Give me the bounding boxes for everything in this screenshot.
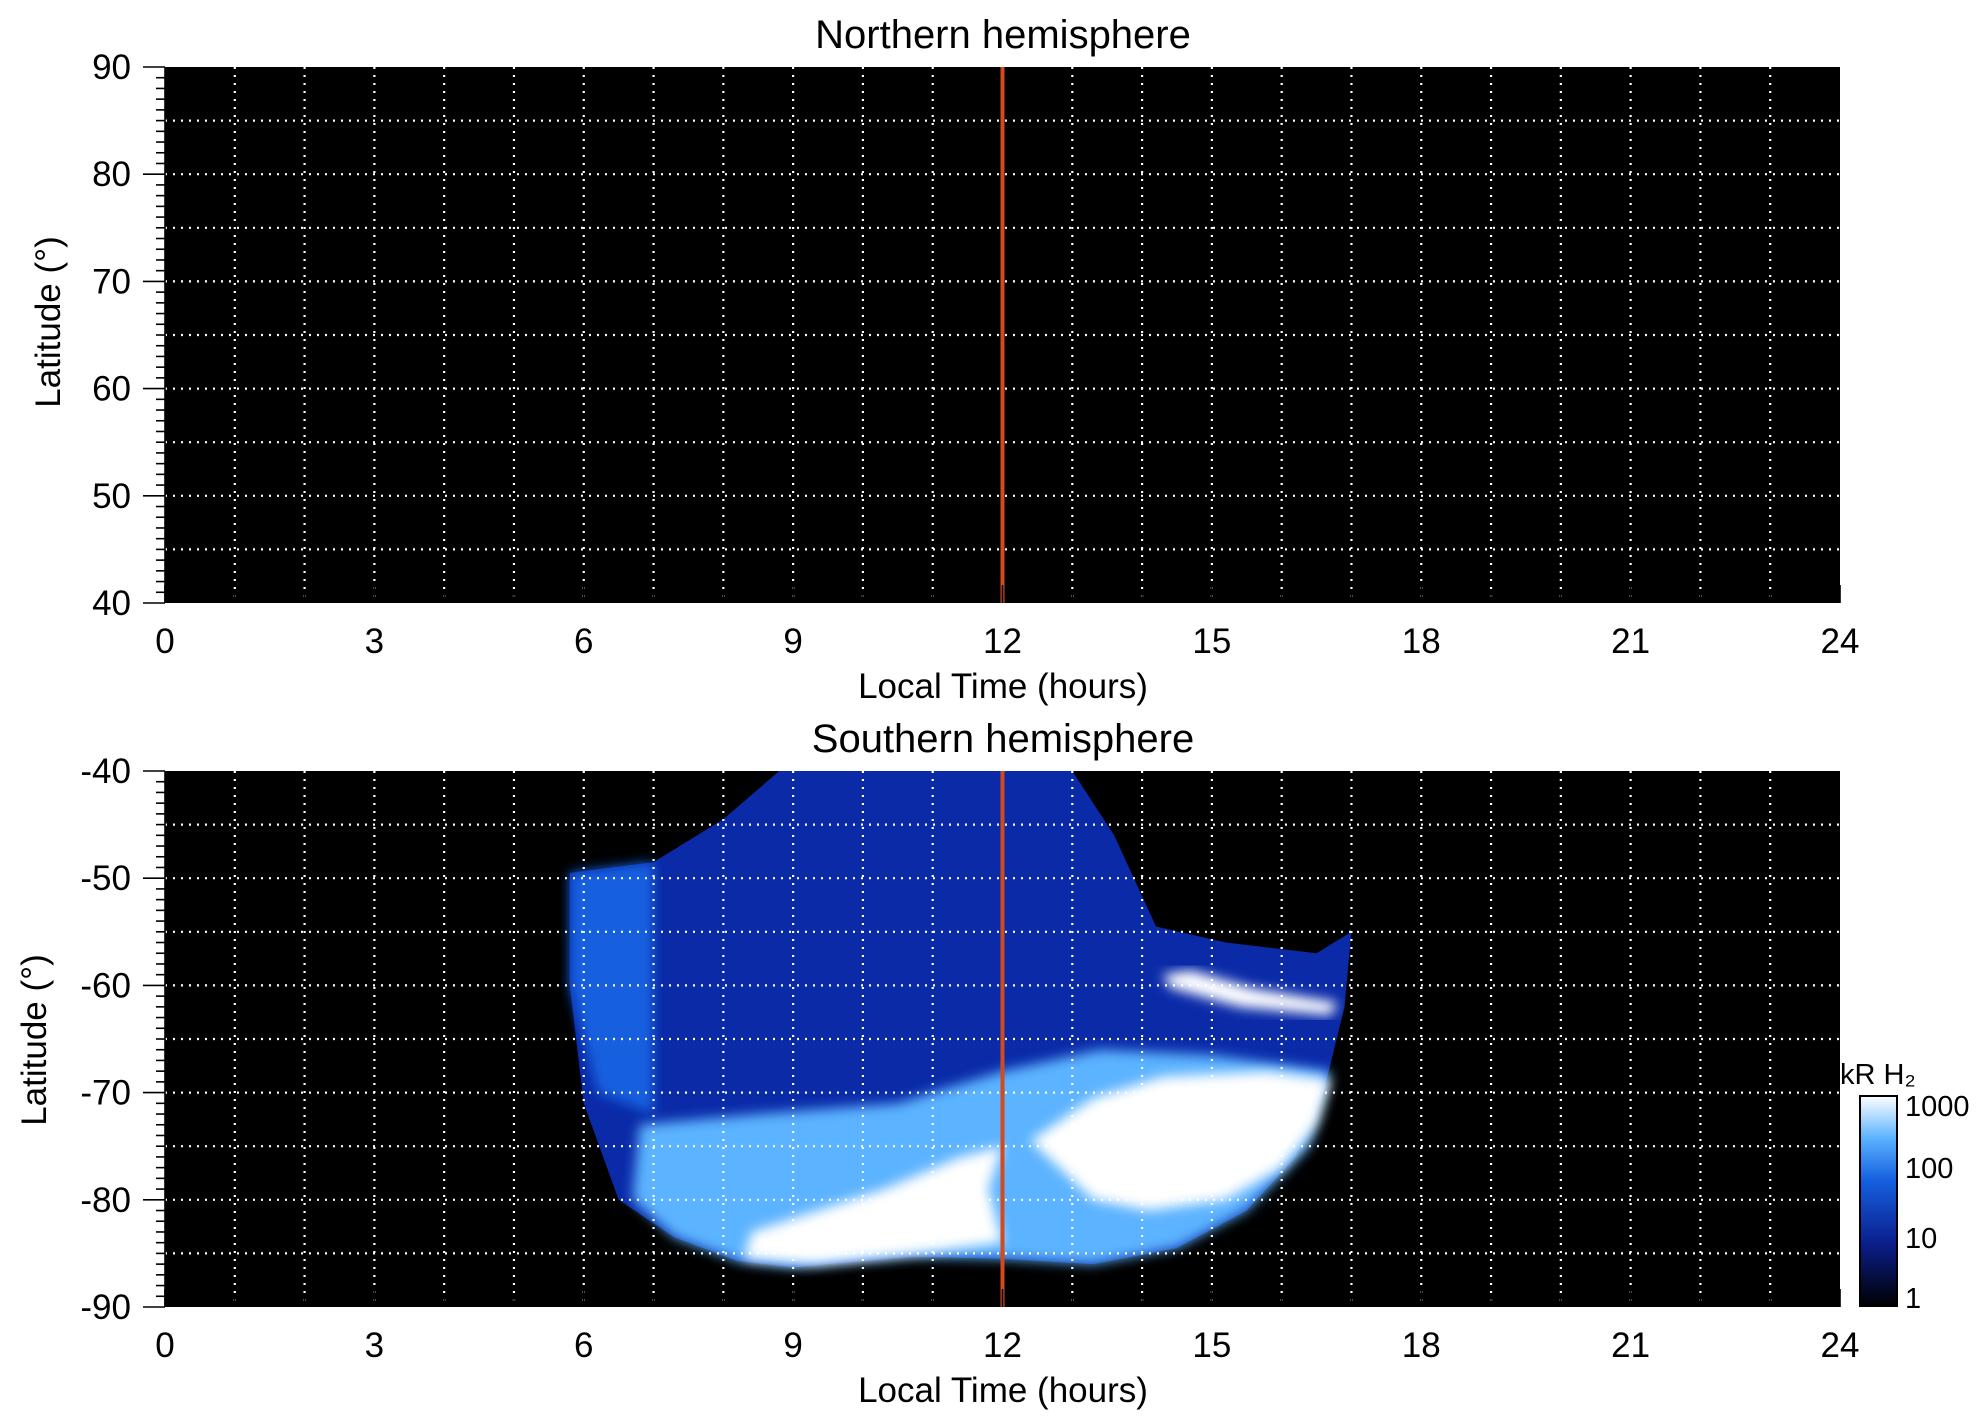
y-tick-label: -60 xyxy=(80,966,131,1005)
colorbar-gradient xyxy=(1859,1095,1898,1307)
x-tick-label: 12 xyxy=(983,622,1022,661)
x-tick-label: 21 xyxy=(1611,622,1650,661)
south-grid xyxy=(165,771,1840,1307)
colorbar-tick-label: 10 xyxy=(1905,1223,1937,1255)
x-tick-label: 24 xyxy=(1821,1326,1860,1365)
y-tick-label: 70 xyxy=(92,262,131,301)
y-tick-label: 50 xyxy=(92,477,131,516)
south-aurora-emission xyxy=(569,771,1352,1268)
y-tick-label: -50 xyxy=(80,859,131,898)
x-tick-label: 24 xyxy=(1821,622,1860,661)
y-tick-label: -70 xyxy=(80,1074,131,1113)
x-tick-label: 12 xyxy=(983,1326,1022,1365)
north-panel: Northern hemisphere 40 50 60 70 80 90 0 3 6 9 12 1… xyxy=(29,13,1859,706)
x-tick-label: 18 xyxy=(1402,1326,1441,1365)
x-tick-label: 0 xyxy=(155,622,174,661)
north-title: Northern hemisphere xyxy=(815,13,1191,57)
x-tick-label: 0 xyxy=(155,1326,174,1365)
y-tick-label: 90 xyxy=(92,48,131,87)
y-tick-label: 40 xyxy=(92,584,131,623)
y-tick-label: -80 xyxy=(80,1181,131,1220)
south-x-ticks: 0 3 6 9 12 15 18 21 24 xyxy=(155,1289,1859,1365)
north-y-ticks: 40 50 60 70 80 90 xyxy=(92,48,166,623)
x-tick-label: 6 xyxy=(574,1326,593,1365)
x-tick-label: 3 xyxy=(365,622,384,661)
x-tick-label: 9 xyxy=(783,1326,802,1365)
colorbar-tick-label: 1 xyxy=(1905,1283,1921,1315)
y-tick-label: 60 xyxy=(92,370,131,409)
y-tick-label: 80 xyxy=(92,155,131,194)
y-tick-label: -40 xyxy=(80,752,131,791)
x-tick-label: 3 xyxy=(365,1326,384,1365)
x-tick-label: 15 xyxy=(1192,1326,1231,1365)
north-grid xyxy=(165,67,1840,603)
south-title: Southern hemisphere xyxy=(812,717,1194,761)
x-tick-label: 18 xyxy=(1402,622,1441,661)
north-y-label: Latitude (°) xyxy=(29,236,68,408)
emission-region-3 xyxy=(1163,970,1338,1016)
south-x-label: Local Time (hours) xyxy=(858,1371,1148,1410)
x-tick-label: 6 xyxy=(574,622,593,661)
south-y-label: Latitude (°) xyxy=(15,954,54,1126)
north-x-ticks: 0 3 6 9 12 15 18 21 24 xyxy=(155,585,1859,661)
emission-region-2 xyxy=(1030,1071,1331,1211)
south-y-ticks: -90 -80 -70 -60 -50 -40 xyxy=(80,752,166,1327)
y-tick-label: -90 xyxy=(80,1288,131,1327)
x-tick-label: 15 xyxy=(1192,622,1231,661)
x-tick-label: 21 xyxy=(1611,1326,1650,1365)
colorbar: kR H₂ 1 10 100 1000 xyxy=(1840,1059,1970,1315)
emission-region-1 xyxy=(744,1146,1003,1265)
colorbar-tick-label: 100 xyxy=(1905,1153,1953,1185)
colorbar-label: kR H₂ xyxy=(1840,1059,1916,1091)
emission-region-4 xyxy=(569,862,654,1115)
north-x-label: Local Time (hours) xyxy=(858,667,1148,706)
south-panel: Southern hemisphere -90 -80 -70 -60 -50 -40 0… xyxy=(15,717,1859,1410)
colorbar-ticks: 1 10 100 1000 xyxy=(1905,1091,1970,1315)
x-tick-label: 9 xyxy=(783,622,802,661)
colorbar-tick-label: 1000 xyxy=(1905,1091,1970,1123)
